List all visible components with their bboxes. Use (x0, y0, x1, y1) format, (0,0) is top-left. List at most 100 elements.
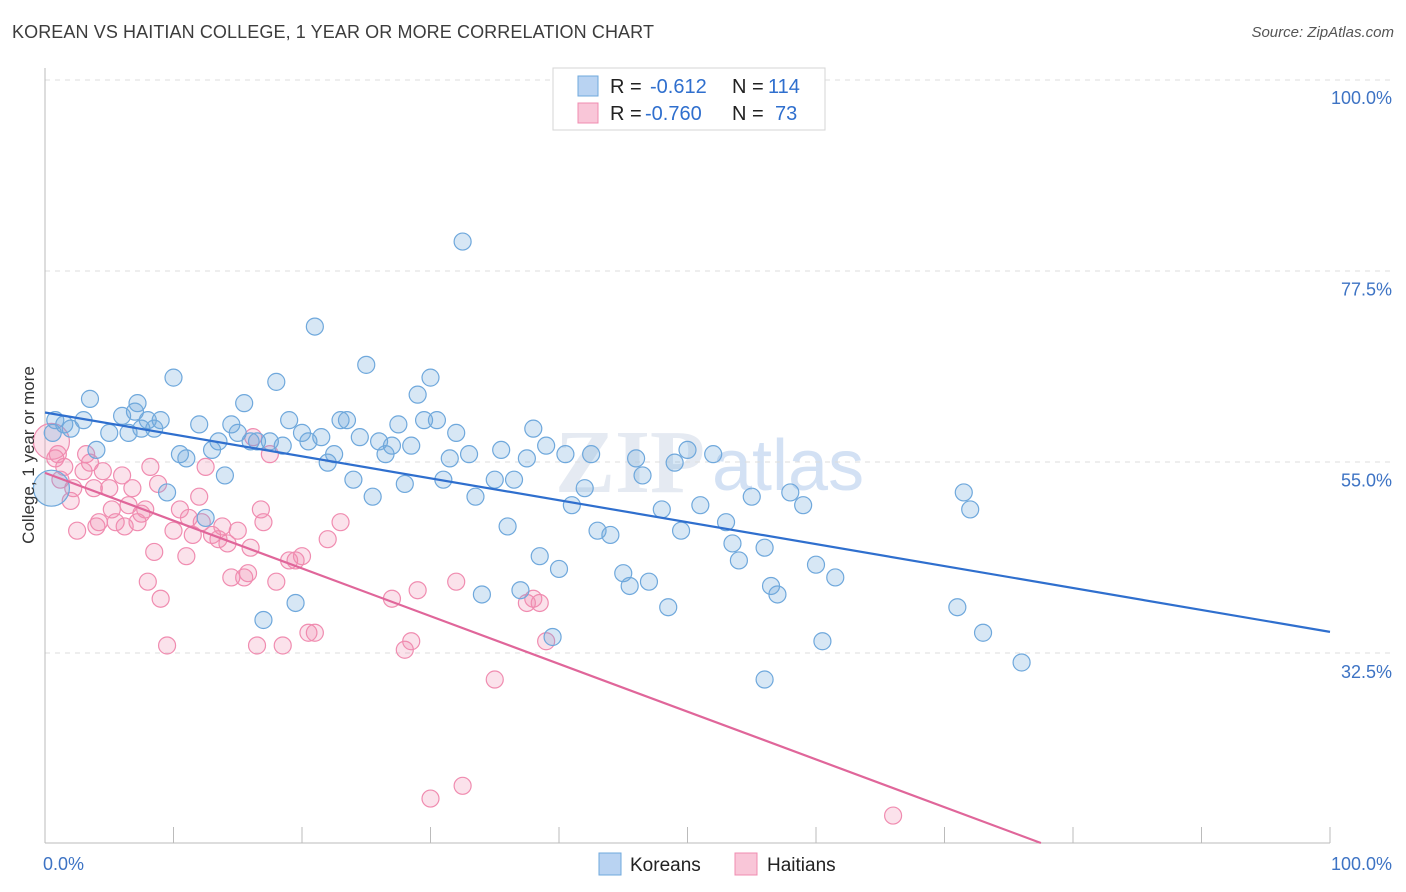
haitians-point (299, 623, 318, 642)
koreans-point (344, 470, 363, 489)
x-tick-label: 100.0% (1331, 854, 1392, 874)
haitian-r-label: R = (610, 103, 642, 125)
koreans-point (254, 610, 273, 630)
koreans-point (794, 496, 813, 515)
koreans-legend-swatch (598, 852, 622, 876)
koreans-point (729, 551, 749, 570)
koreans-point (312, 428, 331, 447)
koreans-legend-label: Koreans (630, 855, 701, 876)
koreans-point (768, 585, 787, 604)
y-tick-label: 77.5% (1341, 279, 1392, 299)
koreans-point (151, 411, 170, 430)
korean-legend-swatch (577, 75, 599, 97)
koreans-point (671, 521, 691, 540)
stats-legend: R = -0.612 N = 114 R = -0.760 N = 73 (552, 67, 826, 131)
haitians-point (485, 670, 504, 689)
haitians-point (164, 521, 183, 540)
x-tick-label: 0.0% (43, 854, 84, 874)
haitians-point (238, 564, 258, 583)
koreans-point (511, 581, 530, 600)
haitians-point (292, 547, 312, 566)
koreans-point (665, 453, 684, 472)
koreans-point (100, 423, 119, 442)
koreans-point (128, 394, 147, 413)
koreans-point (157, 483, 177, 502)
koreans-point (973, 623, 993, 642)
koreans-point (402, 436, 421, 455)
haitians-points (32, 422, 903, 825)
haitians-point (77, 445, 96, 464)
koreans-points (32, 232, 1031, 689)
koreans-point (659, 598, 678, 617)
haitian-n-value: 73 (775, 103, 797, 125)
koreans-point (61, 419, 80, 438)
koreans-point (472, 585, 491, 604)
axes: 100.0% 77.5% 55.0% 32.5% 0.0% 100.0% (43, 68, 1392, 874)
korean-n-value: 114 (768, 76, 800, 98)
koreans-point (601, 525, 620, 545)
koreans-point (806, 555, 826, 574)
haitians-point (267, 572, 286, 591)
koreans-point (247, 432, 267, 451)
koreans-point (543, 627, 562, 647)
koreans-point (408, 385, 427, 404)
koreans-point (389, 415, 408, 434)
korean-r-label: R = (610, 76, 642, 98)
koreans-point (582, 445, 601, 464)
haitians-point (447, 572, 466, 591)
haitians-point (145, 542, 164, 562)
haitians-point (273, 636, 292, 655)
haitians-point (177, 547, 196, 566)
koreans-point (826, 568, 845, 587)
koreans-point (633, 466, 652, 485)
koreans-point (517, 449, 536, 468)
koreans-point (447, 423, 466, 442)
korean-n-label: N = (732, 76, 764, 98)
haitian-legend-swatch (577, 102, 599, 124)
koreans-point (575, 479, 594, 498)
koreans-point (626, 449, 646, 468)
koreans-point (678, 440, 697, 460)
trend-lines (44, 411, 1331, 845)
koreans-point (286, 593, 305, 613)
koreans-point (357, 355, 376, 374)
koreans-point (723, 534, 742, 553)
chart-title: KOREAN VS HAITIAN COLLEGE, 1 YEAR OR MOR… (12, 22, 655, 42)
haitians-point (112, 466, 132, 485)
haitians-point (196, 457, 215, 477)
koreans-point (87, 440, 106, 460)
haitians-point (254, 513, 273, 532)
koreans-point (954, 483, 973, 502)
koreans-point (280, 411, 299, 430)
koreans-point (196, 508, 215, 528)
koreans-point (235, 394, 254, 413)
koreans-point (742, 487, 761, 506)
haitians-point (190, 487, 209, 506)
koreans-point (549, 559, 569, 579)
koreans-point (164, 368, 183, 387)
y-tick-label: 32.5% (1341, 662, 1392, 682)
koreans-point (241, 432, 260, 451)
haitians-point (106, 513, 125, 532)
koreans-point (485, 470, 504, 489)
haitians-point (183, 525, 202, 545)
koreans-point (492, 440, 511, 460)
koreans-point (537, 436, 556, 455)
haitians-point (151, 589, 170, 608)
koreans-point (504, 470, 524, 489)
haitians-point (247, 636, 267, 655)
koreans-point (639, 572, 659, 591)
koreans-point (948, 598, 967, 617)
haitians-point (530, 593, 549, 613)
koreans-point (267, 372, 286, 391)
y-tick-label: 100.0% (1331, 88, 1392, 108)
haitians-point (213, 517, 232, 536)
haitians-legend-swatch (734, 852, 758, 876)
koreans-point (716, 513, 736, 532)
koreans-point (440, 449, 459, 468)
koreans-point (691, 496, 710, 515)
koreans-point (813, 632, 832, 651)
koreans-point (704, 445, 723, 464)
haitians-point (305, 623, 324, 642)
haitians-point (228, 521, 247, 540)
